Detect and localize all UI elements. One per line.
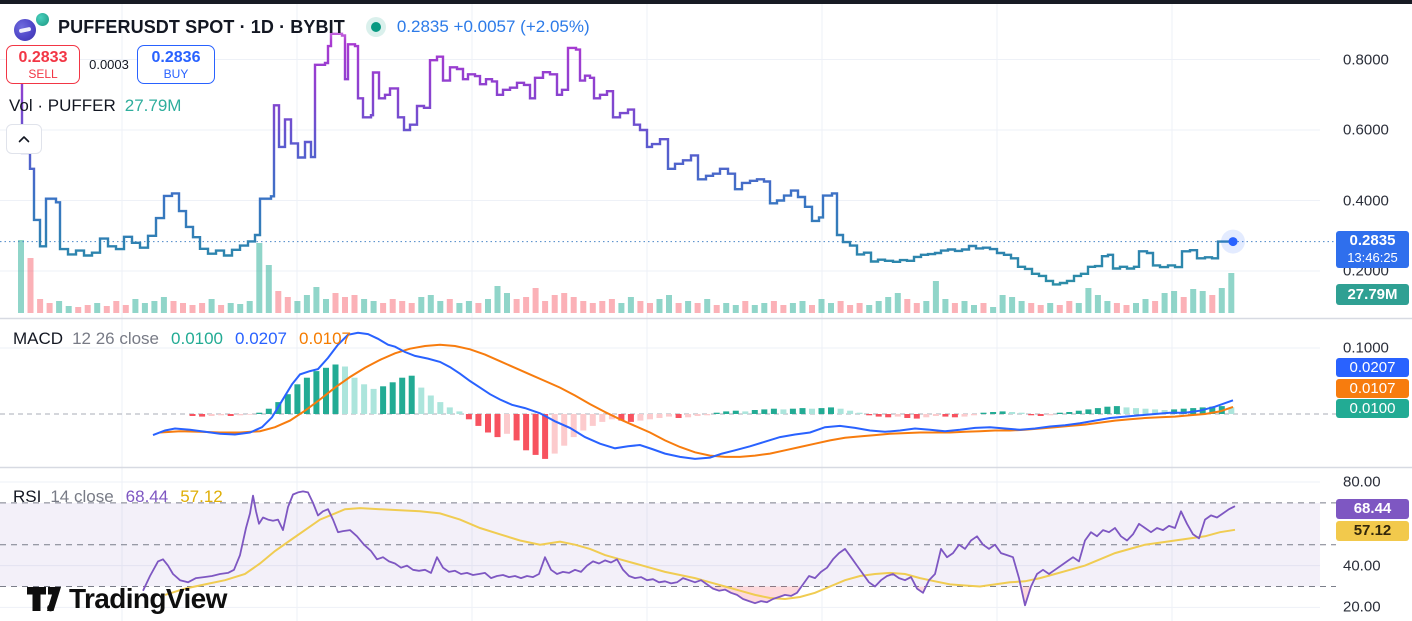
price-line-series [20,32,1233,286]
macd-signal-value: 0.0107 [299,329,352,348]
rsi-params: 14 close [50,487,114,506]
last-price-change: 0.2835 +0.0057 (+2.05%) [396,17,590,36]
price-axis-tick: 0.4000 [1343,192,1389,209]
top-toolbar-strip [0,0,1412,4]
last-price-badge: 0.2835 13:46:25 [1336,230,1409,268]
gridlines [0,4,1320,621]
symbol-title[interactable]: PUFFERUSDT SPOT · 1D · BYBIT [58,16,345,37]
volume-label: Vol · PUFFER [9,96,116,115]
macd-axis-badge: 0.0207 [1336,358,1409,377]
sell-label: SELL [28,67,58,81]
macd-params: 12 26 close [72,329,160,348]
price-axis-tick: 0.6000 [1343,121,1389,139]
symbol-legend: PUFFERUSDT SPOT · 1D · BYBIT 0.2835 +0.0… [10,11,590,43]
macd-signal-line [159,343,1234,458]
volume-legend: Vol · PUFFER 27.79M [9,96,181,116]
rsi-axis-tick: 20.00 [1343,598,1381,616]
macd-axis-badge: 0.0107 [1336,378,1409,398]
rsi-name: RSI [13,487,42,506]
volume-value: 27.79M [124,96,182,115]
volume-axis-badge: 27.79M [1336,284,1409,305]
tradingview-wordmark: TradingView [69,583,227,614]
buy-label: BUY [163,67,189,81]
macd-hist-value: 0.0100 [171,329,224,348]
rsi-value: 68.44 [125,487,169,506]
rsi-legend[interactable]: RSI 14 close 68.44 57.12 [13,487,223,507]
macd-axis-badge: 0.0100 [1336,399,1409,418]
buy-button[interactable]: 0.2836 BUY [137,45,215,84]
rsi-axis-tick: 80.00 [1343,473,1381,491]
tradingview-logo[interactable]: TradingView [26,583,227,615]
rsi-axis-badge: 68.44 [1336,499,1409,519]
last-price-dot [1228,237,1238,247]
coin-icon [12,17,38,43]
macd-histogram [189,364,1235,459]
macd-legend[interactable]: MACD 12 26 close 0.0100 0.0207 0.0107 [13,329,351,349]
rsi-line [142,490,1236,607]
sell-price: 0.2833 [18,49,68,66]
rsi-axis-tick: 40.00 [1343,557,1381,575]
sell-button[interactable]: 0.2833 SELL [6,45,80,84]
symbol-logo-icon [10,11,54,43]
chevron-up-icon [18,136,30,143]
buy-price: 0.2836 [151,49,201,66]
spread-value: 0.0003 [89,57,129,72]
price-axis-tick: 0.8000 [1343,51,1389,68]
volume-bars [18,240,1235,313]
rsi-ma-value: 57.12 [180,487,223,506]
macd-axis-tick: 0.1000 [1343,339,1389,357]
rsi-axis-badge: 57.12 [1336,521,1409,541]
macd-line-value: 0.0207 [235,329,288,348]
collapse-pane-button[interactable] [6,124,42,154]
macd-line [152,331,1234,460]
market-status-icon[interactable] [370,22,381,32]
tradingview-mark-icon [27,587,61,612]
exchange-icon [34,11,51,28]
rsi-ma-line [164,507,1236,601]
macd-name: MACD [13,329,64,348]
